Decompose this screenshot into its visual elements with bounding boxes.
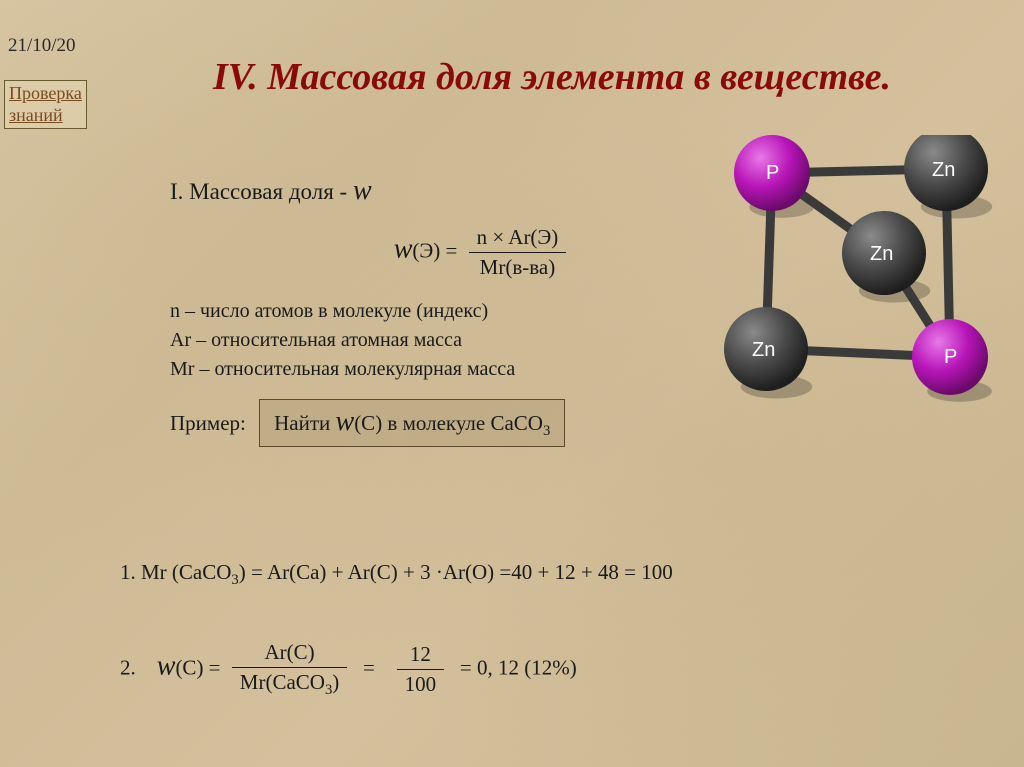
c2-f1-num: Ar(C) [232, 640, 348, 668]
example-task-box: Найти w(C) в молекуле CaCO3 [259, 399, 565, 447]
symbol-w: w [353, 175, 372, 206]
c2-f1-den: Mr(CaCO3) [232, 668, 348, 699]
nav-check-knowledge[interactable]: Проверка знаний [4, 80, 87, 129]
formula-num: n × Ar(Э) [469, 225, 567, 253]
c2-f1-den-post: ) [332, 670, 339, 694]
nav-line1: Проверка [9, 83, 82, 105]
formula-lhs-after: (Э) = [412, 238, 457, 262]
c2-frac2: 12 100 [397, 642, 445, 697]
svg-text:Zn: Zn [752, 339, 775, 361]
c2-sym: w [157, 650, 176, 681]
molecule-diagram: P Zn Zn Zn P [714, 135, 1014, 420]
c2-f2-den: 100 [397, 670, 445, 697]
c2-num: 2. [120, 655, 136, 679]
heading-prefix: I. Массовая доля - [170, 179, 353, 204]
c2-f1-den-pre: Mr(CaCO [240, 670, 325, 694]
c2-after: (C) = [175, 655, 220, 679]
slide-date: 21/10/20 [8, 35, 76, 57]
ex-post: (C) в молекуле CaCO [354, 411, 543, 435]
formula-den: Mr(в-ва) [469, 253, 567, 280]
formula-lhs-sym: w [394, 233, 413, 264]
calc-step-1: 1. Mr (CaCO3) = Ar(Ca) + Ar(C) + 3 ·Ar(O… [120, 560, 673, 589]
slide-title: IV. Массовая доля элемента в веществе. [100, 55, 1004, 99]
ex-pre: Найти [274, 411, 335, 435]
c2-eq1: = [363, 655, 375, 679]
svg-text:P: P [766, 162, 779, 184]
ex-w: w [336, 406, 355, 437]
c1-post: ) = Ar(Ca) + Ar(C) + 3 ·Ar(O) =40 + 12 +… [239, 560, 673, 584]
main-formula: w(Э) = n × Ar(Э) Mr(в-ва) [230, 225, 730, 280]
calc-step-2: 2. w(C) = Ar(C) Mr(CaCO3) = 12 100 = 0, … [120, 640, 577, 699]
c1-sub: 3 [231, 572, 238, 588]
def-ar: Ar – относительная атомная масса [170, 329, 730, 352]
example-row: Пример: Найти w(C) в молекуле CaCO3 [170, 399, 730, 447]
c2-frac1: Ar(C) Mr(CaCO3) [232, 640, 348, 699]
svg-text:Zn: Zn [870, 243, 893, 265]
def-mr: Mr – относительная молекулярная масса [170, 358, 730, 381]
content-block: I. Массовая доля - w w(Э) = n × Ar(Э) Mr… [170, 175, 730, 447]
section-heading: I. Массовая доля - w [170, 175, 730, 207]
formula-fraction: n × Ar(Э) Mr(в-ва) [469, 225, 567, 280]
ex-sub: 3 [543, 423, 550, 439]
c1-pre: 1. Mr (CaCO [120, 560, 231, 584]
c2-result: = 0, 12 (12%) [460, 655, 577, 679]
nav-line2: знаний [9, 105, 82, 127]
svg-text:Zn: Zn [932, 159, 955, 181]
svg-text:P: P [944, 346, 957, 368]
example-label: Пример: [170, 411, 246, 435]
def-n: n – число атомов в молекуле (индекс) [170, 300, 730, 323]
c2-f2-num: 12 [397, 642, 445, 670]
